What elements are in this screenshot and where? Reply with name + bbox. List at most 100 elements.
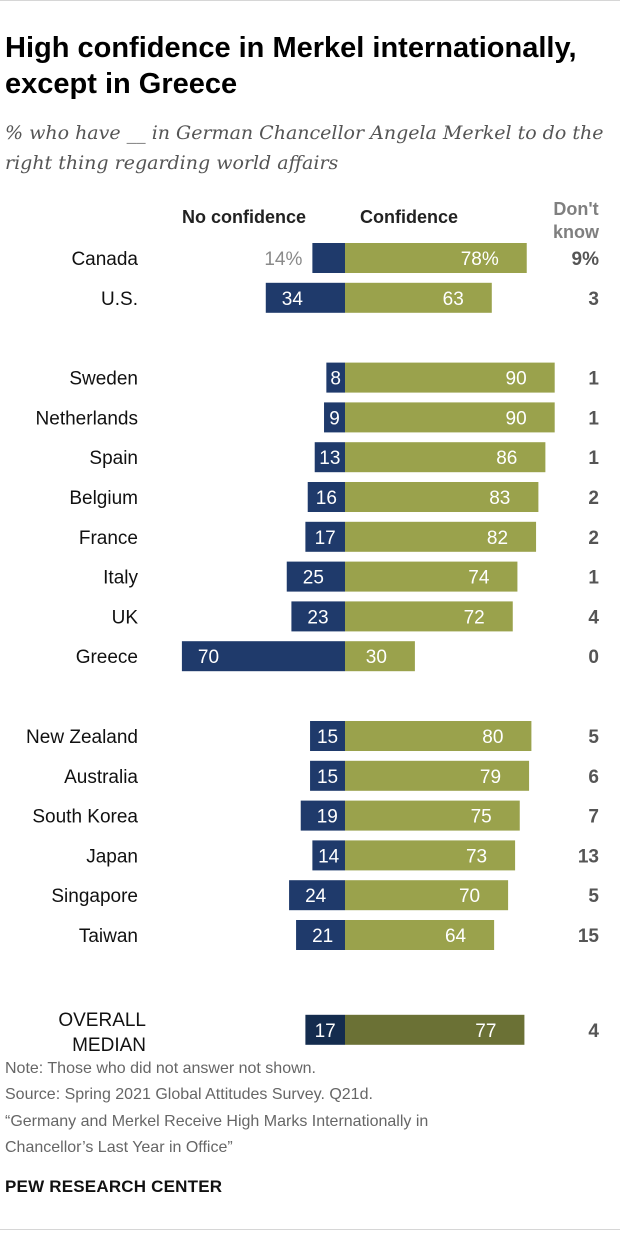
bar-no-confidence-spain [314,442,345,473]
bar-confidence-australia [345,760,530,791]
value-dont-know-uk: 4 [588,607,599,628]
value-confidence-belgium: 83 [489,488,510,509]
value-no-confidence-italy: 25 [303,568,324,589]
bar-confidence-italy [345,561,518,592]
bar-no-confidence-greece [181,641,345,672]
report-title-line-2: Chancellor’s Last Year in Office” [5,1139,233,1156]
bar-confidence-singapore [345,880,509,911]
value-confidence-italy: 74 [468,568,490,589]
value-no-confidence-new-zealand: 15 [317,727,338,748]
value-dont-know-taiwan: 15 [578,926,600,947]
value-no-confidence-canada: 14% [264,249,302,270]
value-confidence-overall-median: 77 [475,1021,496,1042]
value-no-confidence-u-s: 34 [282,289,304,310]
bar-no-confidence-uk [291,601,345,632]
brand-logo-text: PEW RESEARCH CENTER [5,1177,223,1196]
value-confidence-netherlands: 90 [506,408,527,429]
value-confidence-u-s: 63 [443,289,464,310]
bar-no-confidence-sweden [326,362,345,393]
value-confidence-sweden: 90 [506,369,527,390]
value-dont-know-italy: 1 [588,568,599,589]
row-label-south-korea: South Korea [32,807,138,828]
value-no-confidence-overall-median: 17 [315,1021,336,1042]
bar-no-confidence-singapore [289,880,345,911]
value-confidence-new-zealand: 80 [482,727,503,748]
value-dont-know-canada: 9% [572,249,600,270]
bar-confidence-overall-median [345,1014,525,1045]
bar-no-confidence-new-zealand [310,721,345,751]
bar-no-confidence-south-korea [300,800,345,831]
value-confidence-taiwan: 64 [445,926,467,947]
value-no-confidence-singapore: 24 [305,886,327,907]
value-dont-know-sweden: 1 [588,369,599,390]
bar-no-confidence-australia [310,760,345,791]
value-confidence-uk: 72 [464,607,485,628]
row-label-italy: Italy [103,568,138,589]
value-dont-know-netherlands: 1 [588,408,599,429]
bar-confidence-uk [345,601,513,632]
note-text: Note: Those who did not answer not shown… [5,1060,316,1077]
header-dont-know: Don't know [552,199,599,242]
value-dont-know-overall-median: 4 [588,1021,599,1042]
bar-no-confidence-japan [312,840,345,871]
bar-no-confidence-overall-median [305,1014,345,1045]
value-no-confidence-taiwan: 21 [312,926,333,947]
value-confidence-france: 82 [487,528,508,549]
row-label-japan: Japan [86,846,138,867]
value-dont-know-japan: 13 [578,846,599,867]
row-label-u-s: U.S. [101,289,138,310]
bar-confidence-taiwan [345,920,495,950]
bar-confidence-canada [345,243,527,273]
bar-confidence-u-s [345,282,492,313]
bar-no-confidence-canada [312,243,345,273]
value-no-confidence-sweden: 8 [330,369,341,390]
bar-confidence-greece [345,641,415,672]
bar-confidence-japan [345,840,516,871]
row-label-belgium: Belgium [69,488,138,509]
value-dont-know-spain: 1 [588,448,599,469]
bar-confidence-south-korea [345,800,520,831]
value-dont-know-u-s: 3 [588,289,599,310]
bar-confidence-spain [345,442,546,473]
chart-subtitle: % who have __ in German Chancellor Angel… [5,122,604,174]
value-no-confidence-france: 17 [315,528,336,549]
value-dont-know-new-zealand: 5 [588,727,599,748]
row-label-uk: UK [112,607,139,628]
value-no-confidence-south-korea: 19 [317,807,338,828]
value-no-confidence-netherlands: 9 [329,408,340,429]
row-label-overall-median-line-2: MEDIAN [72,1035,146,1056]
bottom-rule [0,1229,620,1230]
bar-no-confidence-belgium [307,482,345,512]
value-dont-know-south-korea: 7 [588,807,599,828]
header-confidence: Confidence [360,207,459,227]
value-confidence-spain: 86 [496,448,517,469]
header-no-confidence: No confidence [182,207,307,227]
bar-no-confidence-taiwan [296,920,345,950]
value-confidence-greece: 30 [366,647,387,668]
row-label-sweden: Sweden [69,369,138,390]
value-dont-know-australia: 6 [588,767,599,788]
value-no-confidence-australia: 15 [317,767,338,788]
value-confidence-canada: 78% [461,249,499,270]
row-label-netherlands: Netherlands [36,408,138,429]
bar-no-confidence-italy [286,561,345,592]
value-no-confidence-uk: 23 [307,607,328,628]
value-dont-know-belgium: 2 [588,488,599,509]
value-confidence-singapore: 70 [459,886,480,907]
value-no-confidence-belgium: 16 [316,488,337,509]
row-label-greece: Greece [76,647,138,668]
row-label-new-zealand: New Zealand [26,727,138,748]
value-confidence-japan: 73 [466,846,487,867]
value-dont-know-greece: 0 [588,647,599,668]
bar-no-confidence-u-s [265,282,345,313]
report-title-line-1: “Germany and Merkel Receive High Marks I… [5,1113,429,1130]
bar-confidence-new-zealand [345,721,532,751]
bar-confidence-netherlands [345,402,555,433]
top-rule [0,0,620,1]
row-label-australia: Australia [64,767,138,788]
bar-confidence-france [345,521,537,552]
value-confidence-australia: 79 [480,767,501,788]
value-confidence-south-korea: 75 [471,807,492,828]
row-label-overall-median-line-1: OVERALL [58,1010,146,1031]
